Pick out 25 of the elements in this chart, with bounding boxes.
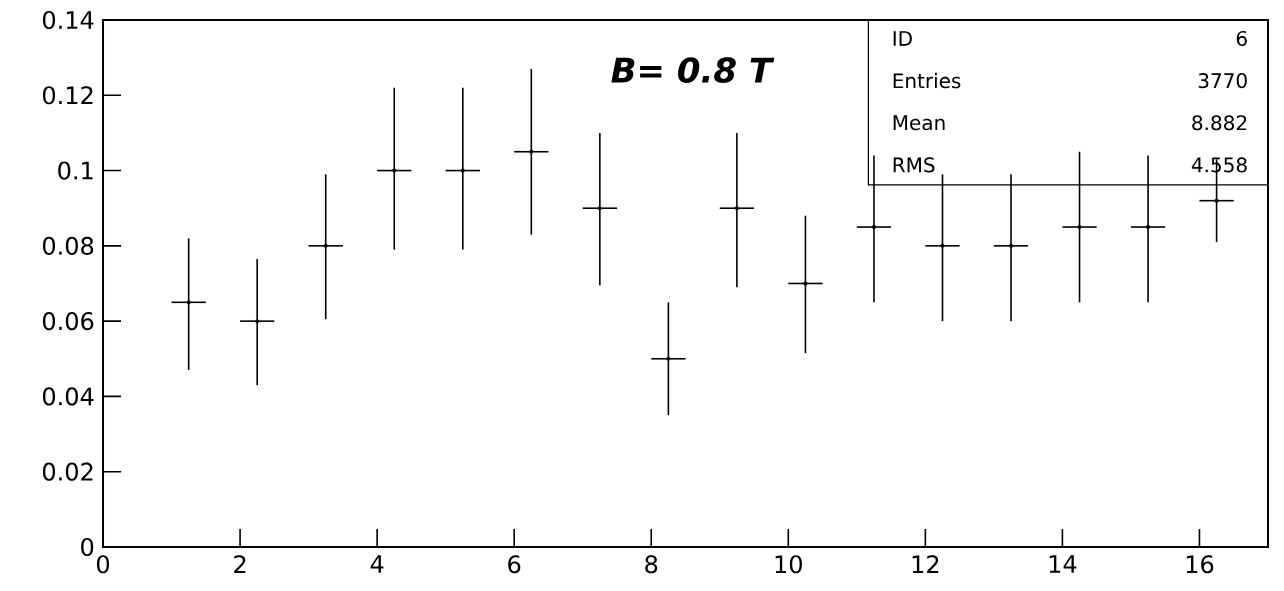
annotation: 8.882	[1192, 115, 1247, 131]
x-tick-label: 16	[1186, 555, 1214, 574]
annotation: B= 0.8 T	[611, 57, 775, 83]
annotation: Entries	[893, 72, 961, 89]
y-tick-label: 0.14	[42, 10, 94, 30]
x-tick-label: 6	[508, 555, 521, 574]
y-tick-label: 0.02	[42, 462, 93, 481]
y-tick-label: 0.08	[42, 236, 94, 255]
annotation: RMS	[893, 157, 935, 173]
annotation: 6	[1236, 30, 1247, 46]
annotation: ID	[893, 31, 912, 46]
x-tick-label: 10	[775, 555, 802, 574]
x-tick-label: 14	[1049, 555, 1077, 573]
x-tick-label: 12	[912, 555, 939, 573]
x-tick-label: 0	[96, 555, 110, 574]
y-tick-label: 0.06	[42, 312, 94, 331]
x-tick-label: 8	[645, 555, 658, 574]
annotation: Mean	[893, 115, 945, 131]
annotation: 3770	[1198, 73, 1247, 89]
y-tick-label: 0.12	[42, 86, 93, 105]
y-tick-label: 0	[81, 537, 94, 557]
y-tick-label: 0.04	[42, 387, 94, 406]
x-tick-label: 2	[234, 555, 246, 573]
x-tick-label: 4	[370, 555, 384, 573]
y-tick-label: 0.1	[58, 161, 93, 180]
